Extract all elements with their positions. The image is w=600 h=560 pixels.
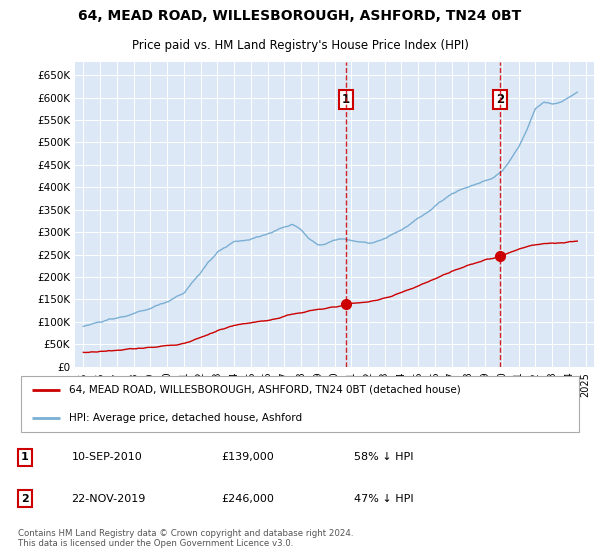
Text: Contains HM Land Registry data © Crown copyright and database right 2024.
This d: Contains HM Land Registry data © Crown c… <box>18 529 353 548</box>
Text: 1: 1 <box>342 94 350 106</box>
Text: 64, MEAD ROAD, WILLESBOROUGH, ASHFORD, TN24 0BT: 64, MEAD ROAD, WILLESBOROUGH, ASHFORD, T… <box>79 10 521 24</box>
Text: £246,000: £246,000 <box>221 494 274 504</box>
Text: 1: 1 <box>21 452 29 463</box>
Text: £139,000: £139,000 <box>221 452 274 463</box>
Text: 64, MEAD ROAD, WILLESBOROUGH, ASHFORD, TN24 0BT (detached house): 64, MEAD ROAD, WILLESBOROUGH, ASHFORD, T… <box>69 385 461 395</box>
Text: 2: 2 <box>496 94 505 106</box>
Text: 47% ↓ HPI: 47% ↓ HPI <box>353 494 413 504</box>
Text: Price paid vs. HM Land Registry's House Price Index (HPI): Price paid vs. HM Land Registry's House … <box>131 39 469 53</box>
Text: 2: 2 <box>21 494 29 504</box>
FancyBboxPatch shape <box>21 376 579 432</box>
Text: HPI: Average price, detached house, Ashford: HPI: Average price, detached house, Ashf… <box>69 413 302 423</box>
Text: 58% ↓ HPI: 58% ↓ HPI <box>353 452 413 463</box>
Text: 22-NOV-2019: 22-NOV-2019 <box>71 494 146 504</box>
Text: 10-SEP-2010: 10-SEP-2010 <box>71 452 142 463</box>
